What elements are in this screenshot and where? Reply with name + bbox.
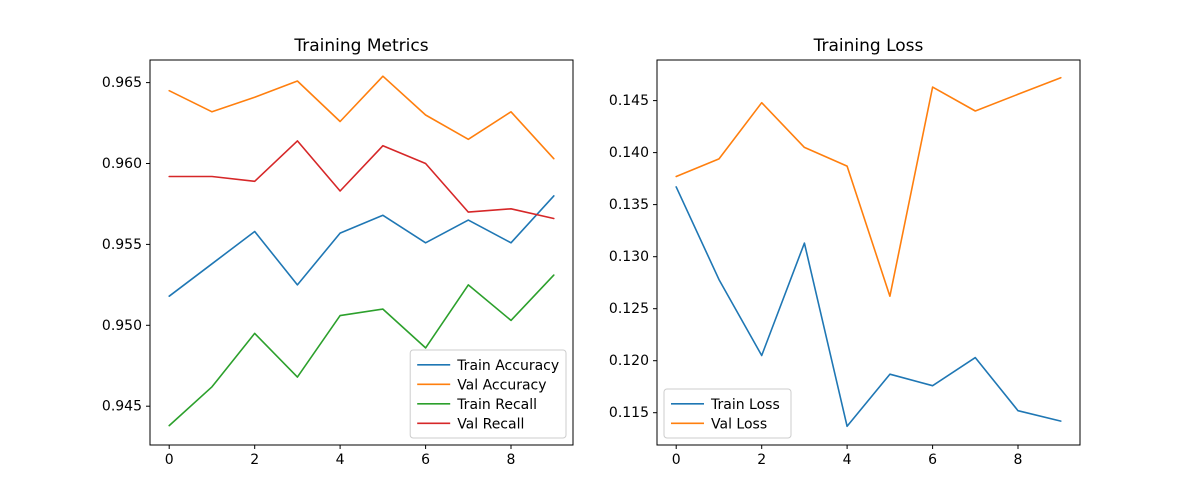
y-tick-label: 0.955	[102, 237, 142, 253]
y-tick-label: 0.965	[102, 75, 142, 91]
line-train-recall	[168, 274, 555, 427]
y-tick-label: 0.950	[102, 318, 142, 334]
x-tick-label: 4	[336, 452, 345, 468]
legend-box	[409, 349, 567, 439]
y-tick-label: 0.945	[102, 399, 142, 415]
legend-label-train-loss: Train Loss	[710, 397, 780, 413]
x-tick-label: 0	[165, 452, 174, 468]
legend-box	[663, 388, 792, 439]
line-train-accuracy	[168, 195, 555, 298]
y-tick-label: 0.145	[609, 93, 649, 109]
y-tick-label: 0.130	[609, 249, 649, 265]
x-tick-label: 2	[250, 452, 259, 468]
x-tick-label: 0	[672, 452, 681, 468]
y-tick-label: 0.115	[609, 405, 649, 421]
line-train-loss	[675, 186, 1062, 428]
legend-label-val-recall: Val Recall	[457, 416, 524, 432]
axes-frame	[149, 59, 574, 446]
legend: Train Loss Val Loss	[663, 388, 792, 439]
legend-label-train-recall: Train Recall	[456, 397, 537, 413]
axes-1: 0.115 0.120 0.125 0.130 0.135 0.140 0.145 0 2 4 6 8…	[609, 59, 1081, 468]
y-tick-label: 0.960	[102, 156, 142, 172]
y-tick-label: 0.135	[609, 197, 649, 213]
legend-label-val-loss: Val Loss	[711, 416, 767, 432]
axes-0: 0.945 0.950 0.955 0.960 0.965 0 2 4 6 8 Train Accu…	[102, 59, 574, 468]
line-val-accuracy	[168, 75, 555, 160]
chart-title-training-loss: Training Loss	[813, 36, 924, 56]
legend-label-val-accuracy: Val Accuracy	[457, 377, 546, 393]
y-tick-label: 0.125	[609, 301, 649, 317]
line-val-loss	[675, 76, 1062, 298]
legend-label-train-accuracy: Train Accuracy	[456, 358, 559, 374]
legend: Train Accuracy Val Accuracy Train Recall Va…	[409, 349, 567, 439]
y-tick-label: 0.120	[609, 353, 649, 369]
x-tick-label: 8	[1014, 452, 1023, 468]
x-tick-label: 6	[928, 452, 937, 468]
y-tick-label: 0.140	[609, 145, 649, 161]
line-val-recall	[168, 140, 555, 220]
x-tick-label: 6	[421, 452, 430, 468]
x-tick-label: 2	[757, 452, 766, 468]
x-tick-label: 4	[843, 452, 852, 468]
x-tick-label: 8	[507, 452, 516, 468]
chart-title-training-metrics: Training Metrics	[294, 36, 429, 56]
axes-frame	[656, 59, 1081, 446]
